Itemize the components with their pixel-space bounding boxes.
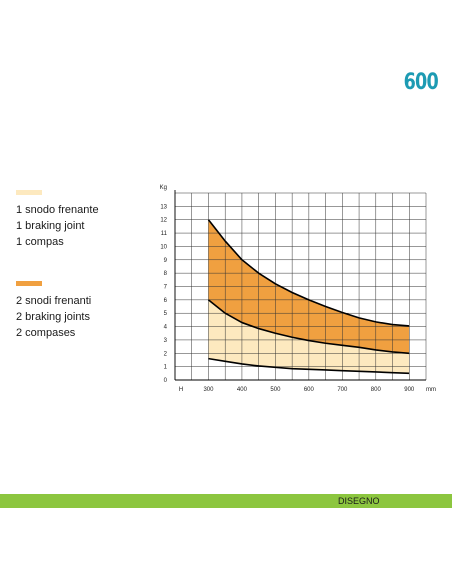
x-tick-label: 700 — [337, 387, 348, 393]
x-tick-label: 600 — [304, 387, 315, 393]
x-axis-label: mm — [426, 387, 436, 393]
x-tick-label: 400 — [237, 387, 248, 393]
y-axis-label: Kg — [160, 185, 167, 191]
series-line-2 — [207, 219, 410, 327]
y-tick-label: 4 — [164, 325, 168, 331]
x-axis-prefix: H — [179, 387, 183, 393]
legend-label: 1 snodo frenante — [16, 204, 99, 216]
x-tick-label: 900 — [404, 387, 415, 393]
legend-label: 1 braking joint — [16, 220, 85, 232]
legend-label: 1 compas — [16, 236, 64, 248]
legend-label: 2 braking joints — [16, 311, 90, 323]
x-tick-label: 500 — [270, 387, 281, 393]
y-tick-label: 5 — [164, 311, 168, 317]
model-code: 600 — [403, 70, 439, 95]
legend-two-braking-joints: 2 snodi frenanti 2 braking joints 2 comp… — [16, 281, 91, 341]
y-tick-label: 6 — [164, 298, 168, 304]
legend-swatch-light — [16, 190, 42, 195]
series-line-0 — [208, 357, 410, 375]
y-tick-label: 3 — [164, 338, 168, 344]
y-tick-label: 7 — [164, 285, 168, 291]
y-tick-label: 12 — [160, 218, 167, 224]
y-tick-label: 13 — [160, 204, 167, 210]
footer-bar: DISEGNO — [0, 494, 452, 508]
x-tick-label: 300 — [203, 387, 214, 393]
y-tick-label: 11 — [161, 231, 168, 237]
y-tick-label: 2 — [164, 351, 168, 357]
y-tick-label: 0 — [164, 378, 168, 384]
legend-one-braking-joint: 1 snodo frenante 1 braking joint 1 compa… — [16, 190, 99, 250]
legend-swatch-dark — [16, 281, 42, 286]
y-tick-label: 1 — [164, 365, 168, 371]
x-tick-label: 800 — [371, 387, 382, 393]
series-line-1 — [207, 299, 410, 355]
legend-label: 2 snodi frenanti — [16, 295, 92, 307]
footer-label: DISEGNO — [338, 496, 380, 506]
y-tick-label: 9 — [164, 258, 168, 264]
y-tick-label: 10 — [160, 244, 167, 250]
legend-label: 2 compases — [16, 327, 76, 339]
y-tick-label: 8 — [164, 271, 168, 277]
